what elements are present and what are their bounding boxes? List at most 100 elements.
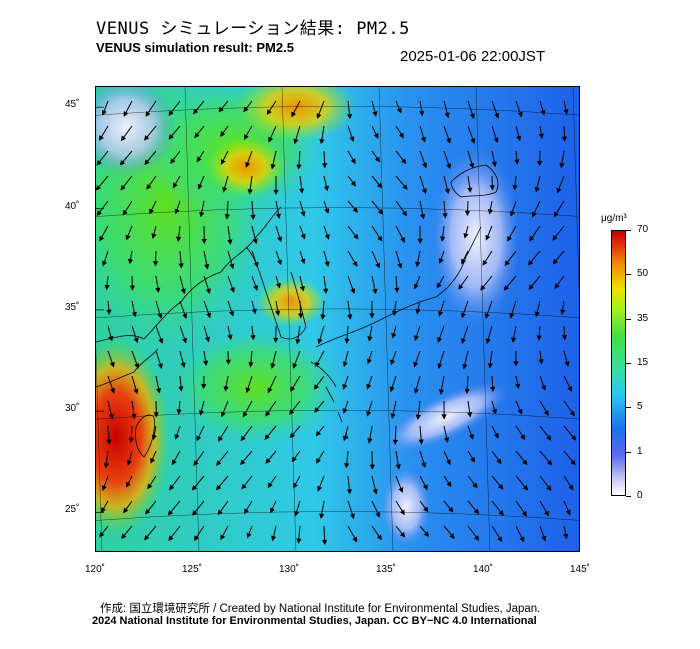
field-red-china-coast [96,337,171,537]
wind-arrow-head [517,111,523,118]
longitude-label: 140˚ [473,564,494,575]
wind-arrow-head [444,188,450,195]
wind-arrow [540,550,541,551]
wind-arrow-head [561,335,568,341]
wind-arrow-head [291,111,297,118]
meridian-line [281,87,297,551]
wind-arrow-head [193,460,199,467]
wind-arrow-head [316,458,321,464]
wind-arrow-head [342,384,348,390]
wind-arrow-head [192,108,199,115]
legend-tick-label: 5 [637,401,643,413]
wind-arrow-head [240,435,246,442]
license-line: 2024 National Institute for Environmenta… [92,615,537,627]
legend-tick-label: 35 [637,312,649,324]
wind-arrow-head [541,535,547,542]
wind-arrow-head [449,533,455,539]
wind-arrow-head [509,210,515,217]
wind-arrow-head [350,158,356,165]
wind-arrow-head [446,163,452,170]
wind-arrow [300,550,301,551]
wind-arrow-head [560,309,566,315]
wind-arrow-head [275,213,282,220]
parallel-line [96,106,579,116]
wind-arrow-head [461,258,466,265]
wind-arrow-head [265,458,271,464]
wind-arrow-head [519,536,525,543]
wind-arrow-head [401,158,407,165]
wind-arrow-head [202,360,209,366]
wind-arrow-head [225,359,231,365]
wind-arrow-head [396,107,402,114]
wind-arrow-head [275,310,281,317]
wind-arrow-head [534,186,540,193]
graticule [96,87,579,551]
wind-arrow-head [220,411,226,418]
wind-arrow-head [415,261,421,268]
wind-arrow-head [458,284,464,290]
wind-arrow-head [570,459,576,466]
wind-arrow-head [96,159,102,166]
wind-arrow-head [564,361,570,367]
wind-arrow-head [534,311,540,318]
wind-arrow-head [271,535,277,542]
wind-arrow-head [438,389,445,395]
map-canvas [96,87,579,551]
wind-arrow-head [436,282,442,289]
wind-arrow-head [229,310,235,317]
wind-arrow-head [134,363,140,369]
wind-arrow-head [242,411,248,418]
field-orange-korea [256,277,326,327]
wind-arrow-head [99,235,105,242]
wind-arrow-head [423,506,429,513]
wind-arrow-head [131,311,137,318]
wind-arrow-head [109,361,115,368]
wind-arrow-head [507,235,512,242]
wind-arrow-head [99,531,105,538]
wind-arrow-head [125,234,131,241]
wind-arrow-head [229,287,235,293]
wind-arrow [444,550,445,551]
wind-arrow-head [421,462,427,468]
wind-arrow-head [206,312,211,319]
wind-arrow-head [570,435,577,441]
wind-arrow-head [292,363,298,369]
latitude-label: 30˚ [65,403,80,415]
wind-arrow-head [375,511,381,518]
wind-arrow-head [293,482,298,489]
wind-arrow-head [146,184,152,190]
wind-arrow-head [567,386,573,392]
wind-arrow-head [512,185,518,191]
legend-tick-label: 15 [637,357,649,368]
wind-arrow-head [344,462,350,469]
wind-arrow-head [561,136,568,142]
wind-arrow-head [291,456,297,463]
wind-arrow-head [473,508,480,515]
wind-arrow-head [346,113,353,120]
wind-arrow-head [220,131,226,137]
legend-tick-mark [626,318,631,320]
meridian-line [475,87,491,551]
wind-arrow [107,550,108,551]
wind-arrow-head [415,308,421,315]
wind-arrow-head [198,410,205,416]
wind-arrow-head [267,387,273,394]
wind-arrow-head [201,238,207,245]
wind-arrow-head [133,388,139,395]
wind-arrow-head [149,208,155,215]
wind-arrow-head [218,106,224,113]
wind-arrow-head [131,413,137,420]
wind-arrow-head [295,338,301,345]
wind-arrow-head [437,337,443,343]
wind-arrow-head [522,459,528,466]
wind-arrow-head [366,358,372,365]
wind-arrow-head [401,210,408,217]
wind-arrow-head [515,383,521,390]
wind-arrow-head [300,258,306,265]
wind-arrow-head [290,386,296,392]
legend-colorbar [611,230,626,496]
title-english: VENUS simulation result: PM2.5 [96,40,294,55]
wind-arrow-head [268,136,274,143]
wind-arrow-head [320,314,326,320]
wind-arrow-head [367,336,373,342]
